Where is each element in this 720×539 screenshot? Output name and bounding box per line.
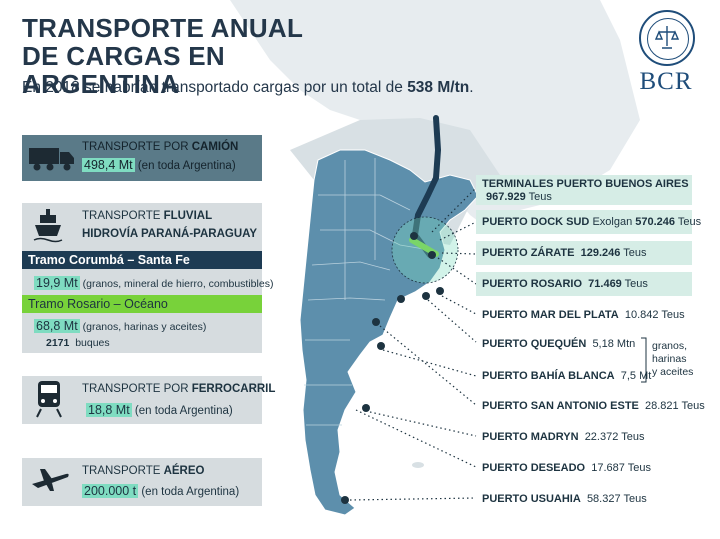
tramo2-value: 68,8 Mt (34, 319, 80, 333)
aereo-panel (22, 458, 262, 506)
port-zarate: PUERTO ZÁRATE 129.246 Teus (482, 247, 647, 259)
port-usuahia: PUERTO USUAHIA 58.327 Teus (482, 493, 647, 505)
aereo-value-row: 200.000 t (en toda Argentina) (82, 484, 239, 498)
port-box-rosario (476, 272, 692, 296)
aereo-label-a: TRANSPORTE (82, 465, 164, 477)
logo-text: BCR (639, 68, 693, 95)
truck-icon (29, 148, 74, 171)
port-box-dock-sud (476, 210, 692, 234)
bracket (641, 337, 647, 383)
tramo1-note: (granos, mineral de hierro, combustibles… (82, 278, 274, 290)
ferrocarril-label: TRANSPORTE POR FERROCARRIL (82, 383, 275, 395)
camion-label: TRANSPORTE POR CAMIÓN (82, 141, 238, 153)
port-box-zarate (476, 241, 692, 265)
fluvial-label-b: FLUVIAL (163, 210, 213, 222)
tramo2-note: (granos, harinas y aceites) (82, 321, 207, 333)
fluvial-label: TRANSPORTE FLUVIAL (82, 210, 212, 222)
title-line-2: DE CARGAS EN ARGENTINA (22, 41, 225, 99)
aereo-note: (en toda Argentina) (141, 486, 240, 498)
port-rosario: PUERTO ROSARIO 71.469 Teus (482, 278, 648, 290)
ferrocarril-value-row: 18,8 Mt (en toda Argentina) (86, 403, 233, 417)
ferrocarril-label-a: TRANSPORTE POR (82, 383, 192, 395)
tramo1-value: 19,9 Mt (34, 276, 80, 290)
quequen-bahia-note: granos, harinas y aceites (652, 340, 694, 378)
port-box-buenos-aires (476, 175, 692, 205)
buques-label: buques (75, 337, 110, 349)
camion-value-row: 498,4 Mt (en toda Argentina) (82, 158, 236, 172)
port-mar-del-plata: PUERTO MAR DEL PLATA 10.842 Teus (482, 309, 685, 321)
ferrocarril-note: (en toda Argentina) (134, 405, 233, 417)
airplane-icon (32, 469, 69, 491)
port-quequen: PUERTO QUEQUÉN 5,18 Mtn (482, 338, 636, 350)
port-madryn: PUERTO MADRYN 22.372 Teus (482, 431, 645, 443)
title-line-1: TRANSPORTE ANUAL (22, 13, 304, 43)
fluvial-label-a: TRANSPORTE (82, 210, 164, 222)
tramo1-row: 19,9 Mt (granos, mineral de hierro, comb… (34, 276, 273, 290)
camion-label-b: CAMIÓN (191, 141, 239, 153)
camion-value: 498,4 Mt (82, 158, 135, 172)
bcr-logo: BCR (628, 10, 708, 100)
subtitle-prefix: En 2018 se habrían transportado cargas p… (22, 79, 408, 96)
aereo-value: 200.000 t (82, 484, 139, 498)
subtitle-suffix: . (469, 79, 474, 96)
port-san-antonio-este: PUERTO SAN ANTONIO ESTE 28.821 Teus (482, 400, 705, 412)
fluvial-route: HIDROVÍA PARANÁ-PARAGUAY (82, 228, 258, 240)
buques-count: 2171 (46, 337, 70, 349)
port-buenos-aires-name: TERMINALES PUERTO BUENOS AIRES (482, 178, 689, 190)
train-icon (36, 381, 62, 418)
aereo-label-b: AÉREO (163, 465, 205, 477)
buques-row: 2171 buques (46, 337, 110, 349)
ferrocarril-label-b: FERROCARRIL (191, 383, 276, 395)
port-bahia-blanca: PUERTO BAHÍA BLANCA 7,5 Mt (482, 370, 652, 382)
tramo2-row: 68,8 Mt (granos, harinas y aceites) (34, 319, 206, 333)
seal-icon (639, 10, 695, 66)
ship-icon (33, 209, 63, 243)
tramo-rosario-bar: Tramo Rosario – Océano (22, 295, 262, 313)
port-deseado: PUERTO DESEADO 17.687 Teus (482, 462, 651, 474)
camion-label-a: TRANSPORTE POR (82, 141, 192, 153)
subtitle-total: 538 M/tn (407, 79, 470, 96)
subtitle: En 2018 se habrían transportado cargas p… (22, 79, 474, 97)
port-dock-sud: PUERTO DOCK SUD Exolgan 570.246 Teus (482, 216, 702, 228)
tramo-corumba-bar: Tramo Corumbá – Santa Fe (22, 251, 262, 269)
port-buenos-aires-value: 967.929 Teus (486, 191, 552, 203)
aereo-label: TRANSPORTE AÉREO (82, 465, 204, 477)
page-title: TRANSPORTE ANUAL DE CARGAS EN ARGENTINA (22, 14, 352, 98)
camion-note: (en toda Argentina) (137, 160, 236, 172)
ferrocarril-value: 18,8 Mt (86, 403, 132, 417)
ferrocarril-panel (22, 376, 262, 424)
